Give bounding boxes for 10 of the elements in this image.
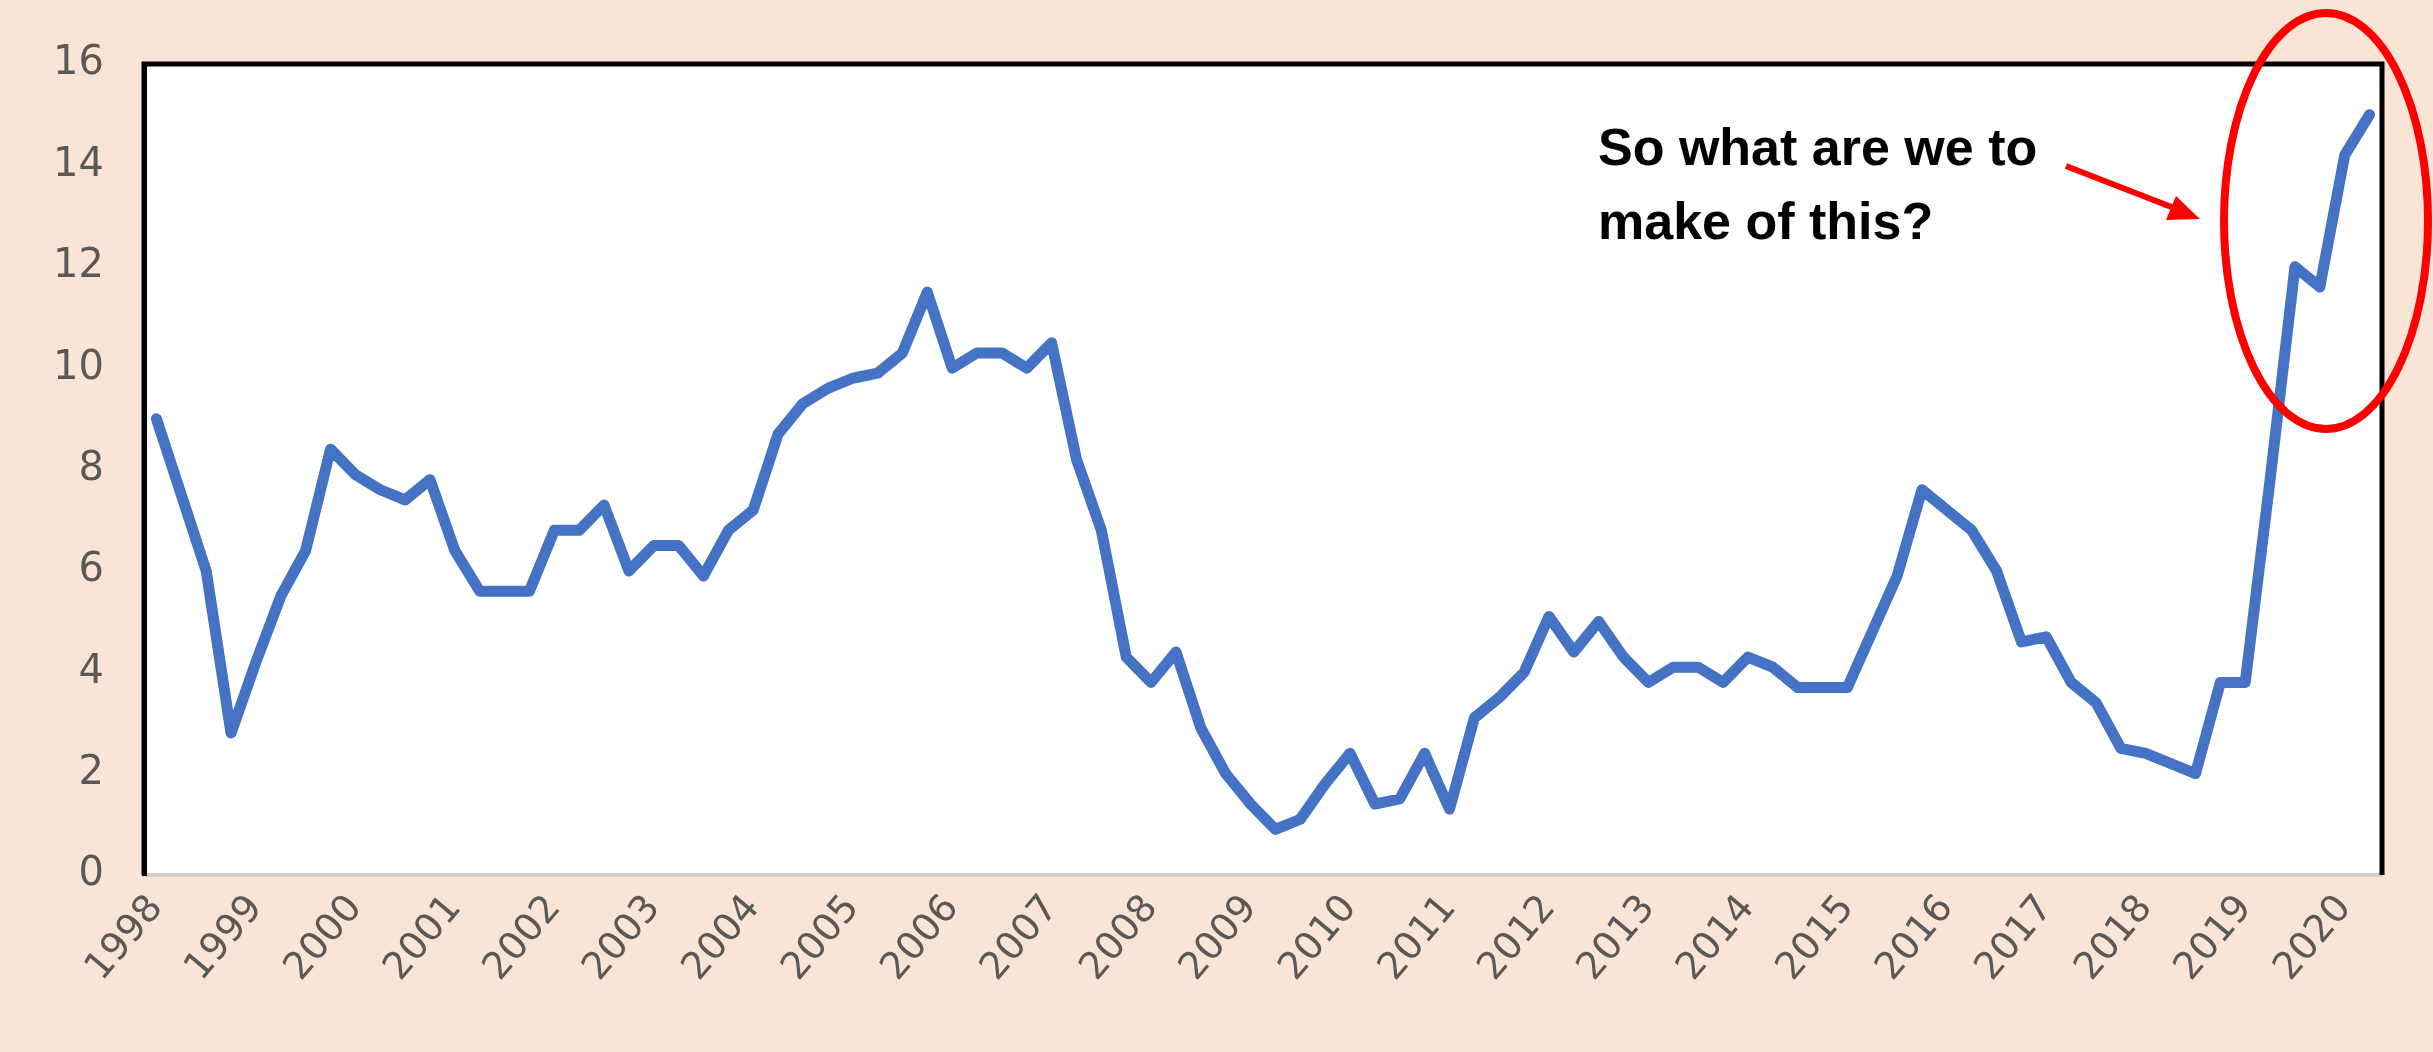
y-tick-label: 4 <box>78 645 104 692</box>
annotation: So what are we to make of this? <box>1598 117 2038 252</box>
y-tick-label: 16 <box>53 37 104 84</box>
y-tick-label: 10 <box>53 341 104 388</box>
y-tick-label: 0 <box>78 848 104 895</box>
y-tick-label: 14 <box>53 138 104 185</box>
y-tick-label: 8 <box>78 442 104 489</box>
y-tick-label: 2 <box>78 747 104 794</box>
y-tick-label: 12 <box>53 240 104 287</box>
y-tick-label: 6 <box>78 544 104 591</box>
